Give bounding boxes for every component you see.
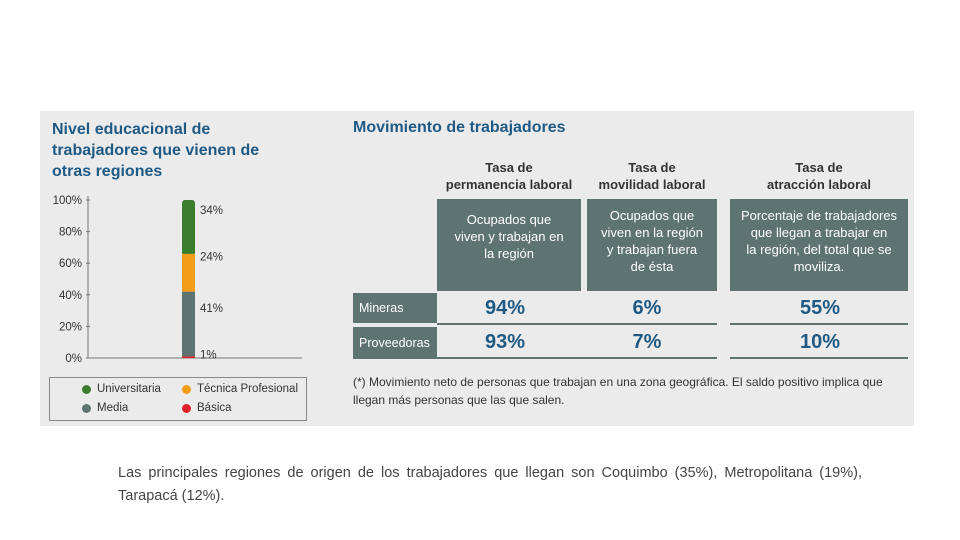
bar-segment [182,356,195,358]
table-value: 7% [632,331,662,353]
table-value: 94% [484,297,526,319]
description-line: la región [484,246,534,261]
column-description: Ocupados que viven y trabajan en la regi… [437,199,581,291]
data-label: 24% [200,252,223,264]
legend-item: Media [82,402,128,414]
y-tick-label: 100% [53,195,82,207]
column-header-line: permanencia laboral [445,177,573,192]
legend-label: Técnica Profesional [197,383,298,395]
table-value: 55% [799,297,841,319]
row-label: Mineras [353,293,437,323]
bar-segment [182,291,195,357]
chart-title-line: trabajadores que vienen de [52,142,260,159]
y-tick-label: 60% [59,258,82,270]
data-label: 41% [200,303,223,315]
bar-segment-fill [182,204,195,254]
row-divider [437,357,717,359]
y-tick-label: 20% [59,321,82,333]
footnote: (*) Movimiento neto de personas que trab… [353,375,883,407]
legend-swatch [182,384,191,394]
bar-segment [182,253,195,292]
legend-swatch [82,384,91,394]
legend-item: Universitaria [82,383,161,395]
column-header: Tasa de movilidad laboral [587,159,717,193]
column-header-line: Tasa de [795,160,843,175]
description-line: Ocupados que [466,212,552,227]
y-tick-label: 40% [59,290,82,302]
description-line: Porcentaje de trabajadores [740,208,898,223]
column-header: Tasa de atracción laboral [730,159,908,193]
legend-label: Universitaria [97,383,161,395]
legend-item: Técnica Profesional [182,383,298,395]
row-divider [730,323,908,325]
description-line: viven en la región [601,225,703,240]
legend-label: Media [97,402,129,414]
table-value: 6% [632,297,662,319]
data-label: 1% [200,349,217,361]
legend-swatch [82,403,91,413]
stacked-bar-chart: 0% 20% 40% 60% 80% 100% 1% 41% 24% 34% [53,195,302,365]
legend-item: Básica [182,402,232,414]
row-divider [437,323,717,325]
row-label: Proveedoras [353,327,437,359]
table-value: 10% [799,331,841,353]
infographic-panel: Nivel educacional de trabajadores que vi… [40,111,914,426]
chart-title-line: Nivel educacional de [52,121,211,138]
description-line: que llegan a trabajar en [750,225,888,240]
description-line: Ocupados que [609,208,695,223]
column-description: Porcentaje de trabajadores que llegan a … [730,199,908,291]
section-title: Movimiento de trabajadores [353,119,566,136]
description-line: de ésta [630,259,674,274]
slide-caption: Las principales regiones de origen de lo… [118,465,862,504]
description-line: y trabajan fuera [606,242,698,257]
description-line: la región, del total que se [746,242,892,257]
column-header-line: Tasa de [628,160,676,175]
row-divider [730,357,908,359]
y-tick-label: 0% [65,353,82,365]
column-header-line: movilidad laboral [598,177,706,192]
description-line: moviliza. [793,259,845,274]
table-value: 93% [484,331,526,353]
chart-title-line: otras regiones [52,163,163,180]
chart-legend: Universitaria Técnica Profesional Media … [49,377,307,421]
y-tick-label: 80% [59,227,82,239]
legend-label: Básica [197,402,232,414]
column-description: Ocupados que viven en la región y trabaj… [587,199,717,291]
chart-title: Nivel educacional de trabajadores que vi… [52,119,312,182]
description-line: viven y trabajan en [454,229,564,244]
column-header-line: atracción laboral [766,177,872,192]
column-header-line: Tasa de [485,160,533,175]
data-label: 34% [200,205,223,217]
legend-swatch [182,403,191,413]
column-header: Tasa de permanencia laboral [438,159,580,193]
